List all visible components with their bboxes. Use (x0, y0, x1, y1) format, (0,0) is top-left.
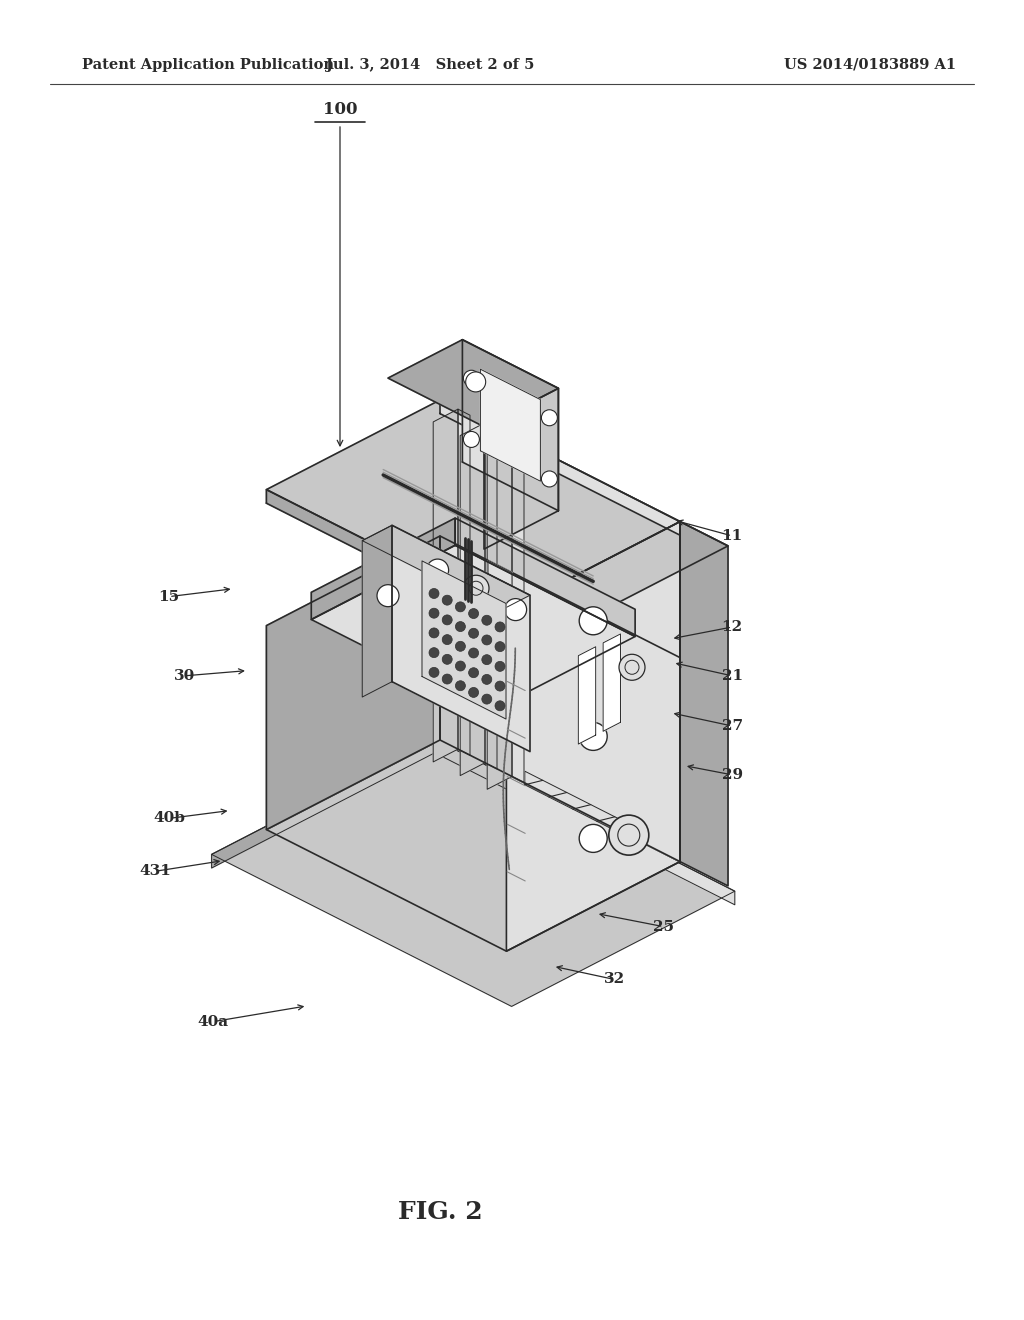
Circle shape (463, 576, 489, 601)
Polygon shape (362, 525, 530, 611)
Polygon shape (266, 400, 680, 611)
Circle shape (482, 694, 492, 704)
Circle shape (469, 628, 478, 639)
Circle shape (456, 602, 465, 612)
Polygon shape (440, 536, 680, 862)
Polygon shape (458, 409, 470, 755)
Polygon shape (311, 517, 455, 619)
Circle shape (469, 648, 478, 657)
Polygon shape (579, 647, 596, 744)
Polygon shape (212, 739, 735, 1006)
Circle shape (464, 370, 479, 387)
Circle shape (495, 642, 505, 652)
Text: US 2014/0183889 A1: US 2014/0183889 A1 (784, 58, 956, 73)
Circle shape (429, 609, 439, 618)
Polygon shape (460, 422, 485, 776)
Circle shape (495, 661, 505, 672)
Circle shape (377, 585, 399, 607)
Polygon shape (266, 536, 440, 829)
Text: 11: 11 (722, 529, 742, 543)
Polygon shape (507, 521, 680, 952)
Polygon shape (524, 771, 645, 846)
Circle shape (456, 661, 465, 671)
Circle shape (482, 615, 492, 626)
Circle shape (495, 701, 505, 710)
Polygon shape (266, 741, 680, 952)
Text: Patent Application Publication: Patent Application Publication (82, 58, 334, 73)
Circle shape (469, 668, 478, 677)
Circle shape (469, 688, 478, 697)
Text: 25: 25 (653, 920, 674, 933)
Polygon shape (603, 634, 621, 731)
Text: 100: 100 (323, 102, 357, 117)
Text: FIG. 2: FIG. 2 (397, 1200, 482, 1224)
Circle shape (456, 622, 465, 631)
Circle shape (542, 471, 557, 487)
Circle shape (542, 409, 557, 426)
Text: 40a: 40a (198, 1015, 228, 1028)
Polygon shape (435, 739, 735, 904)
Polygon shape (388, 339, 558, 426)
Polygon shape (212, 739, 435, 869)
Circle shape (442, 655, 453, 664)
Text: 12: 12 (722, 620, 742, 634)
Circle shape (505, 598, 526, 620)
Circle shape (609, 816, 649, 855)
Polygon shape (433, 409, 458, 762)
Circle shape (464, 432, 479, 447)
Circle shape (495, 622, 505, 632)
Circle shape (442, 635, 453, 644)
Circle shape (580, 607, 607, 635)
Polygon shape (512, 437, 524, 783)
Circle shape (429, 589, 439, 598)
Circle shape (427, 560, 449, 581)
Circle shape (442, 675, 453, 684)
Circle shape (495, 681, 505, 692)
Polygon shape (480, 370, 541, 482)
Circle shape (455, 624, 477, 647)
Polygon shape (415, 549, 530, 609)
Circle shape (429, 648, 439, 657)
Polygon shape (455, 517, 635, 636)
Text: 431: 431 (139, 865, 172, 878)
Polygon shape (440, 400, 680, 862)
Text: 21: 21 (722, 669, 742, 682)
Circle shape (580, 825, 607, 853)
Polygon shape (266, 490, 507, 624)
Polygon shape (362, 525, 392, 697)
Circle shape (466, 372, 485, 392)
Text: 30: 30 (174, 669, 195, 682)
Circle shape (482, 675, 492, 684)
Polygon shape (487, 437, 512, 789)
Polygon shape (488, 560, 512, 586)
Text: 29: 29 (722, 768, 742, 781)
Text: Jul. 3, 2014   Sheet 2 of 5: Jul. 3, 2014 Sheet 2 of 5 (326, 58, 535, 73)
Polygon shape (485, 422, 497, 768)
Circle shape (442, 615, 453, 624)
Text: 40b: 40b (153, 812, 185, 825)
Circle shape (429, 668, 439, 677)
Text: 32: 32 (604, 973, 625, 986)
Circle shape (442, 595, 453, 605)
Circle shape (618, 655, 645, 680)
Polygon shape (440, 400, 680, 535)
Polygon shape (484, 388, 558, 549)
Polygon shape (311, 545, 635, 710)
Circle shape (456, 642, 465, 651)
Text: 15: 15 (159, 590, 179, 603)
Circle shape (482, 655, 492, 665)
Polygon shape (463, 339, 558, 511)
Polygon shape (680, 521, 728, 886)
Circle shape (482, 635, 492, 645)
Circle shape (580, 722, 607, 750)
Circle shape (456, 681, 465, 690)
Polygon shape (507, 521, 728, 635)
Circle shape (469, 609, 478, 619)
Circle shape (429, 628, 439, 638)
Polygon shape (422, 561, 506, 719)
Text: 27: 27 (722, 719, 742, 733)
Polygon shape (392, 525, 530, 751)
